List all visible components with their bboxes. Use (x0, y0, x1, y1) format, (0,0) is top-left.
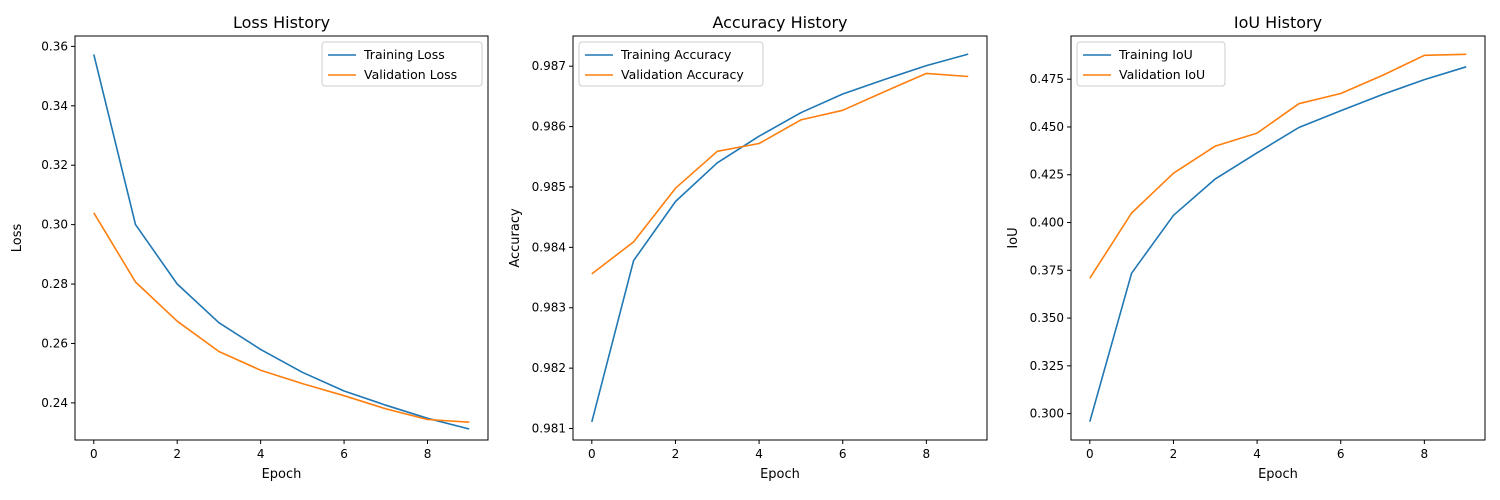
y-tick-label: 0.400 (1030, 216, 1064, 230)
x-tick-label: 8 (424, 447, 432, 461)
x-tick-label: 4 (257, 447, 265, 461)
subplot-3: IoU History 0 2 4 6 8 0.300 0.325 0.350 0.375 0.40… (1006, 13, 1486, 482)
y-tick-label: 0.32 (41, 158, 68, 172)
y-axis-label: IoU (1006, 227, 1021, 248)
x-tick-label: 4 (1253, 447, 1261, 461)
legend-label: Validation Accuracy (621, 67, 744, 82)
y-tick-label: 0.984 (532, 240, 566, 254)
plot-frame (74, 35, 489, 441)
y-tick-label: 0.475 (1030, 72, 1064, 86)
subplot-1: Loss History 0 2 4 6 8 0.24 0.26 0.28 0.30 0.32 0.3… (10, 13, 489, 482)
y-tick-label: 0.300 (1030, 407, 1064, 421)
legend-label: Training Loss (363, 47, 445, 62)
y-tick-label: 0.375 (1030, 263, 1064, 277)
y-tick-label: 0.986 (532, 120, 566, 134)
x-tick-label: 0 (90, 447, 98, 461)
y-tick-label: 0.425 (1030, 168, 1064, 182)
y-axis-label: Accuracy (508, 208, 523, 268)
y-tick-label: 0.983 (532, 301, 566, 315)
y-tick-label: 0.325 (1030, 359, 1064, 373)
x-tick-label: 8 (1421, 447, 1429, 461)
legend-box (578, 41, 764, 87)
legend-label: Validation IoU (1119, 67, 1205, 82)
y-tick-label: 0.34 (41, 99, 68, 113)
legend-label: Training Accuracy (620, 47, 732, 62)
chart-title: IoU History (1234, 13, 1322, 32)
chart-title: Accuracy History (712, 13, 847, 32)
x-axis-label: Epoch (760, 467, 800, 482)
series-line-2 (1089, 53, 1467, 279)
legend: Training Loss Validation Loss (321, 41, 483, 87)
x-tick-label: 6 (839, 447, 847, 461)
legend-label: Validation Loss (364, 67, 457, 82)
chart-title: Loss History (233, 13, 330, 32)
x-axis-label: Epoch (1258, 467, 1298, 482)
series-line-1 (591, 53, 969, 423)
y-tick-label: 0.30 (41, 218, 68, 232)
y-tick-label: 0.987 (532, 59, 566, 73)
plot-frame (572, 35, 988, 441)
legend-label: Training IoU (1118, 47, 1193, 62)
y-tick-label: 0.24 (41, 396, 68, 410)
y-tick-label: 0.982 (532, 361, 566, 375)
subplot-2: Accuracy History 0 2 4 6 8 0.981 0.982 0.983 0.98… (508, 13, 988, 482)
y-tick-label: 0.985 (532, 180, 566, 194)
plot-frame (1070, 35, 1486, 441)
y-tick-label: 0.26 (41, 336, 68, 350)
x-axis-label: Epoch (262, 467, 302, 482)
x-tick-label: 6 (1337, 447, 1345, 461)
y-tick-label: 0.36 (41, 39, 68, 53)
x-tick-label: 2 (1170, 447, 1178, 461)
y-tick-label: 0.28 (41, 277, 68, 291)
legend-box (1076, 41, 1226, 87)
series-line-2 (591, 72, 969, 275)
x-tick-label: 0 (1086, 447, 1094, 461)
series-line-1 (93, 54, 470, 430)
legend: Training Accuracy Validation Accuracy (578, 41, 764, 87)
y-axis-label: Loss (10, 224, 25, 253)
legend: Training IoU Validation IoU (1076, 41, 1226, 87)
x-tick-label: 8 (923, 447, 931, 461)
legend-box (321, 41, 483, 87)
x-tick-label: 2 (672, 447, 680, 461)
y-tick-label: 0.450 (1030, 120, 1064, 134)
series-line-1 (1089, 66, 1467, 422)
x-tick-label: 4 (755, 447, 763, 461)
y-tick-label: 0.350 (1030, 311, 1064, 325)
x-tick-label: 0 (588, 447, 596, 461)
series-line-2 (93, 212, 470, 423)
x-tick-label: 2 (173, 447, 181, 461)
y-tick-label: 0.981 (532, 422, 566, 436)
x-tick-label: 6 (340, 447, 348, 461)
